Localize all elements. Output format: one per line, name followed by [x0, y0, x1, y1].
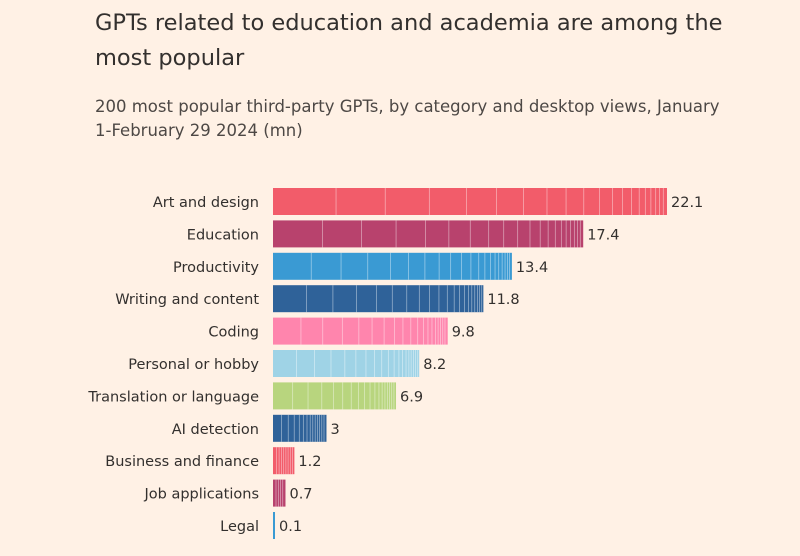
- bar-group: AI detection 3: [172, 414, 340, 442]
- category-label: Writing and content: [115, 292, 259, 308]
- value-label: 6.9: [400, 389, 423, 405]
- category-label: Business and finance: [105, 454, 259, 470]
- bar: [273, 512, 275, 539]
- bar-group: Legal 0.1: [220, 512, 302, 539]
- value-label: 1.2: [298, 454, 321, 470]
- value-label: 3: [330, 422, 339, 438]
- category-label: Education: [187, 227, 259, 243]
- bar: [273, 479, 286, 507]
- bar: [273, 188, 667, 215]
- chart-title: GPTs related to education and academia a…: [95, 10, 723, 71]
- value-label: 22.1: [671, 195, 703, 211]
- category-label: Personal or hobby: [128, 357, 259, 373]
- bar-group: Writing and content 11.8: [115, 285, 520, 313]
- value-label: 17.4: [587, 227, 619, 243]
- bar-group: Education 17.4: [187, 220, 620, 248]
- bar-group: Job applications 0.7: [144, 479, 313, 507]
- bar-group: Art and design 22.1: [153, 188, 703, 215]
- value-label: 9.8: [452, 325, 475, 341]
- bar: [273, 285, 484, 313]
- bar: [273, 414, 327, 442]
- category-label: Legal: [220, 519, 259, 535]
- category-label: AI detection: [172, 422, 259, 438]
- chart-subtitle: 200 most popular third-party GPTs, by ca…: [95, 97, 720, 140]
- bar-group: Translation or language 6.9: [87, 382, 423, 410]
- category-label: Art and design: [153, 195, 259, 211]
- bar-group: Productivity 13.4: [173, 252, 548, 280]
- category-label: Translation or language: [87, 389, 259, 405]
- bar: [273, 220, 584, 248]
- bar: [273, 382, 397, 410]
- category-label: Productivity: [173, 260, 259, 276]
- value-label: 11.8: [487, 292, 519, 308]
- category-label: Job applications: [144, 487, 260, 503]
- bar: [273, 317, 448, 345]
- value-label: 0.7: [289, 487, 312, 503]
- category-label: Coding: [208, 325, 259, 341]
- bar-group: Coding 9.8: [208, 317, 475, 345]
- value-label: 0.1: [279, 519, 302, 535]
- value-label: 13.4: [516, 260, 548, 276]
- bar-group: Personal or hobby 8.2: [128, 350, 446, 377]
- bar: [273, 350, 420, 377]
- bar-group: Business and finance 1.2: [105, 447, 321, 475]
- bar: [273, 252, 512, 280]
- value-label: 8.2: [423, 357, 446, 373]
